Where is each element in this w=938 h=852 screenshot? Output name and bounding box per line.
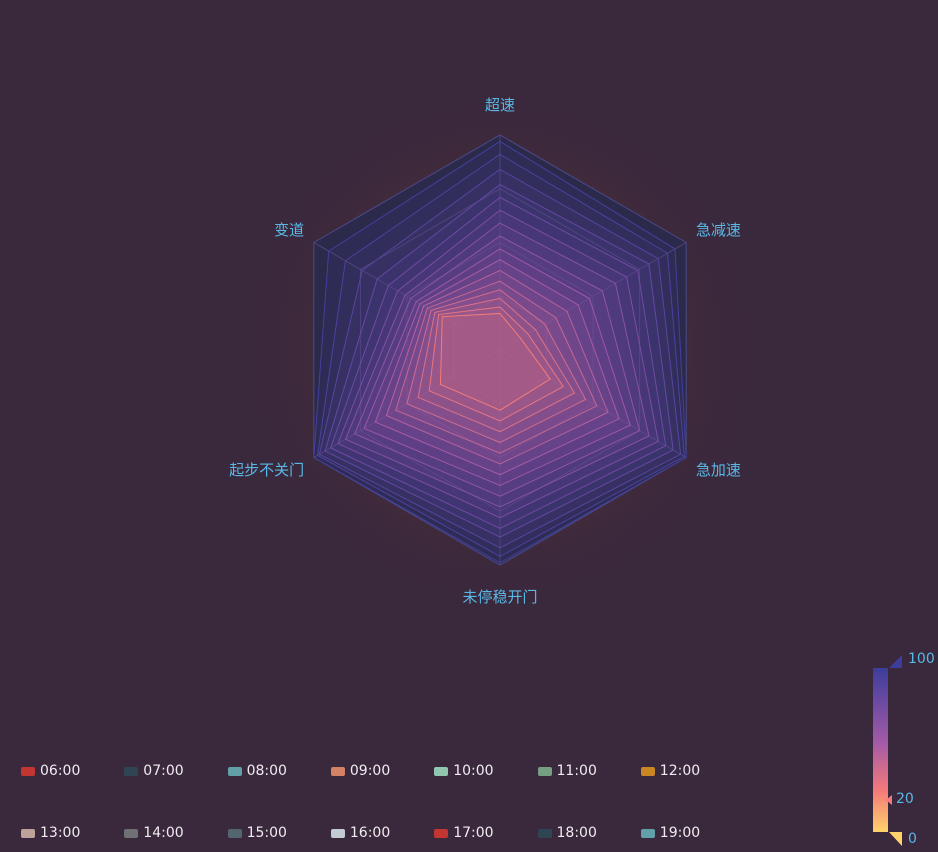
visual-map-indicator bbox=[886, 795, 892, 805]
legend-item[interactable]: 10:00 bbox=[434, 763, 494, 779]
axis-label: 未停稳开门 bbox=[462, 588, 537, 606]
radar-grid-spoke bbox=[499, 242, 687, 351]
legend-item[interactable]: 18:00 bbox=[537, 825, 597, 841]
legend-item[interactable]: 14:00 bbox=[124, 825, 184, 841]
legend-item[interactable]: 11:00 bbox=[537, 763, 597, 779]
legend-label: 18:00 bbox=[556, 825, 597, 841]
legend-swatch bbox=[21, 828, 35, 838]
radar-series-polygon[interactable] bbox=[337, 209, 659, 519]
legend-item[interactable]: 07:00 bbox=[124, 763, 184, 779]
radar-grid bbox=[313, 134, 687, 566]
radar-series-polygon[interactable] bbox=[344, 222, 650, 508]
legend-label: 13:00 bbox=[40, 825, 81, 841]
visual-map-handle-top[interactable] bbox=[889, 655, 902, 668]
visual-map-min-label: 0 bbox=[908, 831, 917, 847]
visual-map-handle-label: 20 bbox=[896, 791, 914, 807]
visual-map-max-label: 100 bbox=[908, 651, 935, 667]
legend-item[interactable]: 17:00 bbox=[434, 825, 494, 841]
legend-label: 10:00 bbox=[453, 763, 494, 779]
legend-label: 14:00 bbox=[143, 825, 184, 841]
legend-swatch bbox=[124, 828, 139, 838]
legend-item[interactable]: 19:00 bbox=[640, 825, 701, 841]
legend-item[interactable]: 09:00 bbox=[330, 763, 391, 779]
legend-swatch bbox=[640, 828, 655, 838]
legend-item[interactable]: 16:00 bbox=[330, 825, 391, 841]
legend-swatch bbox=[434, 766, 449, 776]
radar-series-polygon[interactable] bbox=[439, 312, 551, 411]
radar-series-polygon[interactable] bbox=[406, 289, 587, 443]
legend-swatch bbox=[124, 766, 139, 776]
legend-item[interactable]: 06:00 bbox=[21, 763, 80, 779]
axis-label: 起步不关门 bbox=[229, 461, 304, 479]
radar-series-polygon[interactable] bbox=[374, 259, 620, 476]
legend-item[interactable]: 08:00 bbox=[227, 763, 287, 779]
legend-swatch bbox=[640, 766, 655, 776]
radar-series-polygon[interactable] bbox=[395, 280, 598, 454]
legend-item[interactable]: 15:00 bbox=[227, 825, 287, 841]
radar-grid-spoke bbox=[313, 242, 501, 351]
legend-item[interactable]: 13:00 bbox=[21, 825, 80, 841]
legend-label: 17:00 bbox=[453, 825, 494, 841]
radar-series-group bbox=[313, 140, 687, 564]
axis-label: 超速 bbox=[485, 96, 515, 114]
legend-item[interactable]: 12:00 bbox=[640, 763, 701, 779]
legend-swatch bbox=[434, 828, 449, 838]
legend-swatch bbox=[537, 766, 552, 776]
axis-label: 变道 bbox=[274, 221, 304, 239]
legend-label: 06:00 bbox=[40, 763, 81, 779]
legend-label: 19:00 bbox=[659, 825, 701, 841]
legend-swatch bbox=[227, 766, 242, 776]
visual-map-handle-bottom[interactable] bbox=[889, 832, 902, 846]
radar-series-polygon[interactable] bbox=[363, 248, 631, 486]
radar-series-polygon[interactable] bbox=[428, 306, 565, 422]
legend-label: 16:00 bbox=[349, 825, 391, 841]
legend-swatch bbox=[21, 766, 35, 776]
legend-label: 09:00 bbox=[349, 763, 391, 779]
legend-swatch bbox=[330, 828, 345, 838]
visual-map-bar[interactable] bbox=[873, 668, 888, 832]
radar-grid-spoke bbox=[499, 349, 687, 458]
legend-label: 08:00 bbox=[246, 763, 287, 779]
legend-label: 15:00 bbox=[246, 825, 287, 841]
axis-label: 急加速 bbox=[696, 461, 741, 479]
legend-swatch bbox=[227, 828, 242, 838]
legend-label: 11:00 bbox=[556, 763, 597, 779]
radar-series-polygon[interactable] bbox=[318, 168, 682, 549]
legend-label: 07:00 bbox=[143, 763, 184, 779]
radar-series-polygon[interactable] bbox=[417, 297, 576, 433]
visual-map[interactable] bbox=[873, 655, 902, 846]
legend-swatch bbox=[330, 766, 345, 776]
axis-label: 急减速 bbox=[696, 221, 741, 239]
legend-label: 12:00 bbox=[659, 763, 701, 779]
legend-swatch bbox=[537, 828, 552, 838]
